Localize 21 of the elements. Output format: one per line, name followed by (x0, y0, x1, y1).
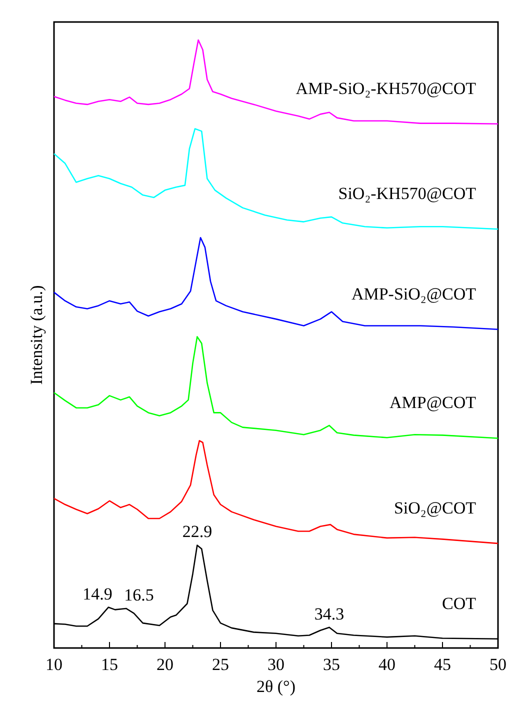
x-tick-label: 35 (323, 655, 340, 674)
x-tick-label: 30 (268, 655, 284, 674)
series-label: AMP-SiO₂@COT (351, 284, 477, 304)
x-axis-title: 2θ (°) (256, 677, 296, 696)
annotation: 22.9 (182, 522, 212, 542)
annotation: 14.9 (82, 584, 112, 604)
x-tick-label: 25 (212, 655, 229, 674)
annotation: 16.5 (124, 585, 154, 604)
x-tick-label: 10 (46, 655, 62, 674)
x-tick-label: 40 (378, 655, 396, 674)
x-tick-label: 20 (156, 655, 174, 674)
series-label: AMP-SiO₂-KH570@COT (296, 78, 477, 98)
x-tick-label: 50 (490, 655, 506, 674)
series-label: SiO₂@COT (394, 498, 477, 518)
series-label: SiO₂-KH570@COT (338, 184, 477, 204)
x-tick-label: 15 (101, 655, 118, 674)
series-label: COT (442, 594, 477, 613)
series-label: AMP@COT (389, 393, 477, 412)
annotation: 34.3 (314, 604, 344, 624)
x-tick-label: 45 (434, 655, 451, 674)
y-axis-title: Intensity (a.u.) (27, 285, 46, 385)
